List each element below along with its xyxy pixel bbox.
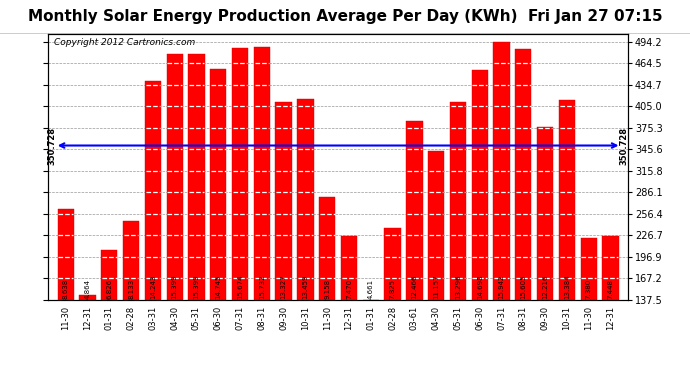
Text: 15.732: 15.732	[259, 275, 265, 299]
Text: 7.448: 7.448	[607, 279, 613, 299]
Text: 4.864: 4.864	[84, 279, 90, 299]
Bar	[79, 296, 96, 300]
Text: 12.466: 12.466	[411, 275, 417, 299]
Text: 4.661: 4.661	[368, 279, 374, 299]
Text: 14.745: 14.745	[215, 275, 221, 299]
Bar	[145, 81, 161, 300]
Text: 7.380: 7.380	[586, 279, 592, 299]
Bar	[101, 251, 117, 300]
Bar	[297, 99, 313, 300]
Bar	[559, 100, 575, 300]
Text: 8.133: 8.133	[128, 279, 134, 299]
Text: Copyright 2012 Cartronics.com: Copyright 2012 Cartronics.com	[54, 38, 195, 47]
Bar	[57, 209, 74, 300]
Text: 13.459: 13.459	[302, 275, 308, 299]
Text: 15.942: 15.942	[498, 275, 504, 299]
Bar	[210, 69, 226, 300]
Text: 14.243: 14.243	[150, 275, 156, 299]
Bar	[493, 42, 510, 300]
Text: 15.605: 15.605	[520, 275, 526, 299]
Bar	[384, 228, 401, 300]
Text: 8.638: 8.638	[63, 279, 69, 299]
Bar	[537, 127, 553, 300]
Text: 13.296: 13.296	[455, 274, 461, 299]
Text: Monthly Solar Energy Production Average Per Day (KWh)  Fri Jan 27 07:15: Monthly Solar Energy Production Average …	[28, 9, 662, 24]
Text: 13.384: 13.384	[564, 274, 570, 299]
Text: 14.698: 14.698	[477, 274, 483, 299]
Bar	[471, 70, 488, 300]
Text: 350.728: 350.728	[48, 126, 57, 165]
Text: 15.399: 15.399	[193, 274, 199, 299]
Bar	[166, 54, 183, 300]
Text: 6.826: 6.826	[106, 279, 112, 299]
Text: 7.825: 7.825	[390, 279, 395, 299]
Bar	[319, 197, 335, 300]
Bar	[406, 121, 422, 300]
Bar	[123, 220, 139, 300]
Bar	[341, 236, 357, 300]
Bar	[515, 50, 531, 300]
Text: 12.216: 12.216	[542, 275, 548, 299]
Text: 7.470: 7.470	[346, 279, 352, 299]
Bar	[580, 238, 597, 300]
Bar	[450, 102, 466, 300]
Bar	[275, 102, 292, 300]
Bar	[254, 46, 270, 300]
Bar	[428, 151, 444, 300]
Bar	[232, 48, 248, 300]
Bar	[602, 236, 619, 300]
Text: 13.327: 13.327	[281, 274, 286, 299]
Text: 9.158: 9.158	[324, 279, 331, 299]
Text: 11.157: 11.157	[433, 274, 439, 299]
Text: 15.674: 15.674	[237, 275, 243, 299]
Text: 350.728: 350.728	[620, 126, 629, 165]
Text: 15.399: 15.399	[172, 274, 178, 299]
Bar	[188, 54, 205, 300]
